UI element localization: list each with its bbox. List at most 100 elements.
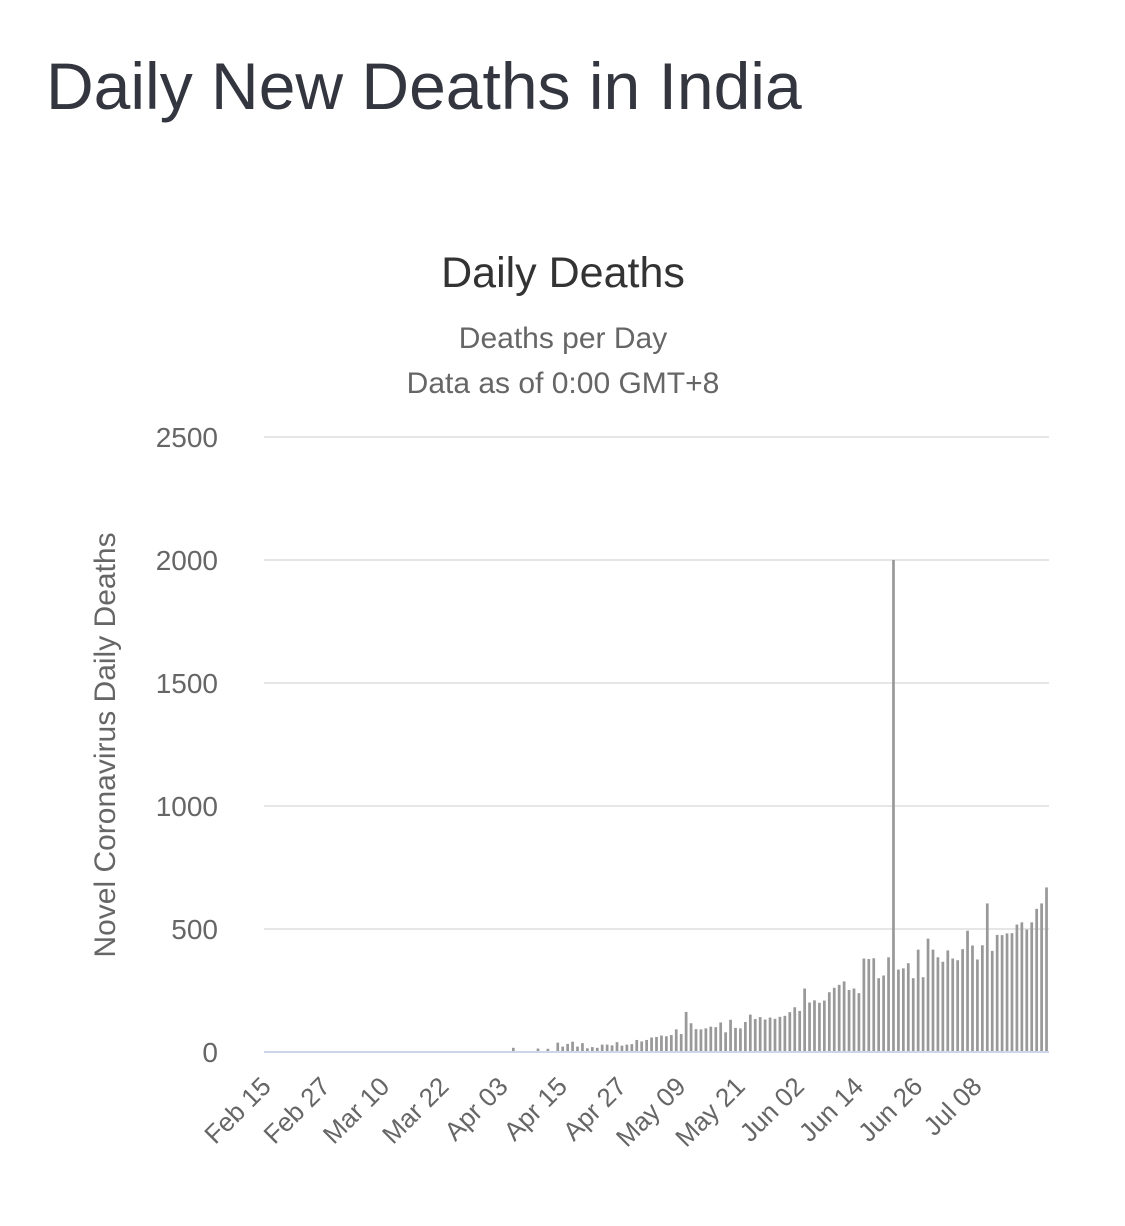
bar	[877, 978, 881, 1052]
bar	[887, 957, 890, 1052]
bar	[961, 949, 964, 1052]
bar	[684, 1011, 688, 1052]
bar	[724, 1032, 727, 1052]
bar	[630, 1044, 634, 1052]
bar	[842, 981, 846, 1052]
bar	[1015, 924, 1019, 1052]
bar	[699, 1029, 703, 1052]
bar	[511, 1047, 515, 1052]
bar	[650, 1037, 653, 1052]
x-tick-label: Mar 22	[376, 1071, 454, 1149]
bar	[803, 988, 806, 1052]
bar	[709, 1026, 713, 1052]
bar	[980, 945, 984, 1052]
y-tick-label: 2000	[156, 545, 218, 576]
bar	[1005, 933, 1009, 1052]
bar	[640, 1041, 644, 1052]
gridlines	[264, 436, 1049, 930]
x-tick-label: Apr 15	[498, 1071, 573, 1146]
bars	[511, 560, 1048, 1052]
x-tick-label: Mar 10	[317, 1071, 395, 1149]
chart-subtitle-line-1: Deaths per Day	[459, 322, 667, 355]
bar	[546, 1048, 550, 1052]
bar	[660, 1035, 663, 1052]
x-tick-label: Feb 27	[258, 1071, 336, 1149]
bar	[990, 950, 994, 1052]
bar	[857, 993, 861, 1052]
bar	[808, 1002, 811, 1052]
bar	[936, 957, 940, 1052]
x-tick-label: Jun 26	[852, 1071, 928, 1147]
bar	[778, 1016, 782, 1052]
x-tick-label: Jun 02	[733, 1071, 809, 1147]
bar	[837, 984, 841, 1052]
bar	[906, 963, 910, 1052]
bar	[665, 1036, 668, 1052]
bar	[911, 978, 915, 1052]
bar	[956, 960, 960, 1052]
y-tick-label: 0	[202, 1037, 218, 1068]
bar	[689, 1023, 693, 1052]
bar	[788, 1012, 792, 1052]
bar	[679, 1034, 683, 1052]
bar	[734, 1027, 737, 1052]
bar	[571, 1041, 574, 1052]
bar	[714, 1027, 718, 1052]
bar	[813, 1000, 816, 1052]
bar	[867, 959, 871, 1052]
bar	[827, 992, 831, 1052]
bar	[694, 1029, 698, 1052]
bar	[872, 958, 876, 1052]
bar	[719, 1022, 723, 1052]
bar	[753, 1019, 757, 1052]
bar	[951, 958, 955, 1052]
bar	[818, 1002, 821, 1052]
bar	[605, 1044, 609, 1052]
x-tick-label: Apr 03	[438, 1071, 513, 1146]
chart-subtitle-line-2: Data as of 0:00 GMT+8	[407, 367, 720, 400]
bar	[566, 1043, 569, 1052]
bar	[976, 959, 979, 1052]
y-tick-label: 2500	[156, 422, 218, 453]
y-tick-label: 500	[171, 914, 218, 945]
bar	[595, 1047, 599, 1052]
bar	[704, 1028, 708, 1052]
bar	[581, 1043, 584, 1052]
bar	[966, 930, 969, 1052]
bar	[556, 1042, 560, 1052]
bar	[729, 1019, 732, 1052]
bar	[921, 977, 925, 1052]
bar	[615, 1042, 619, 1052]
bar	[536, 1048, 540, 1052]
bar	[748, 1014, 752, 1052]
bar	[625, 1044, 629, 1052]
bar	[576, 1046, 579, 1052]
bar	[739, 1028, 742, 1052]
bar	[985, 903, 989, 1052]
bar	[561, 1046, 565, 1052]
bar	[971, 945, 974, 1052]
bar	[620, 1045, 624, 1052]
bar	[586, 1048, 589, 1052]
bar	[744, 1021, 747, 1052]
bar	[902, 968, 905, 1052]
bar	[941, 961, 945, 1052]
bar	[793, 1007, 797, 1052]
bar	[1020, 922, 1024, 1052]
x-tick-label: Feb 15	[198, 1071, 276, 1149]
page-title: Daily New Deaths in India	[46, 49, 802, 123]
bar	[1000, 935, 1004, 1052]
bar	[832, 987, 836, 1052]
bar	[926, 938, 930, 1052]
bar	[645, 1039, 648, 1052]
bar	[768, 1017, 772, 1052]
bar	[892, 560, 895, 1052]
bar	[783, 1015, 787, 1052]
y-tick-label: 1000	[156, 791, 218, 822]
bar	[897, 969, 900, 1052]
bar	[823, 1000, 826, 1052]
bar	[882, 975, 885, 1052]
bar	[1030, 922, 1034, 1052]
